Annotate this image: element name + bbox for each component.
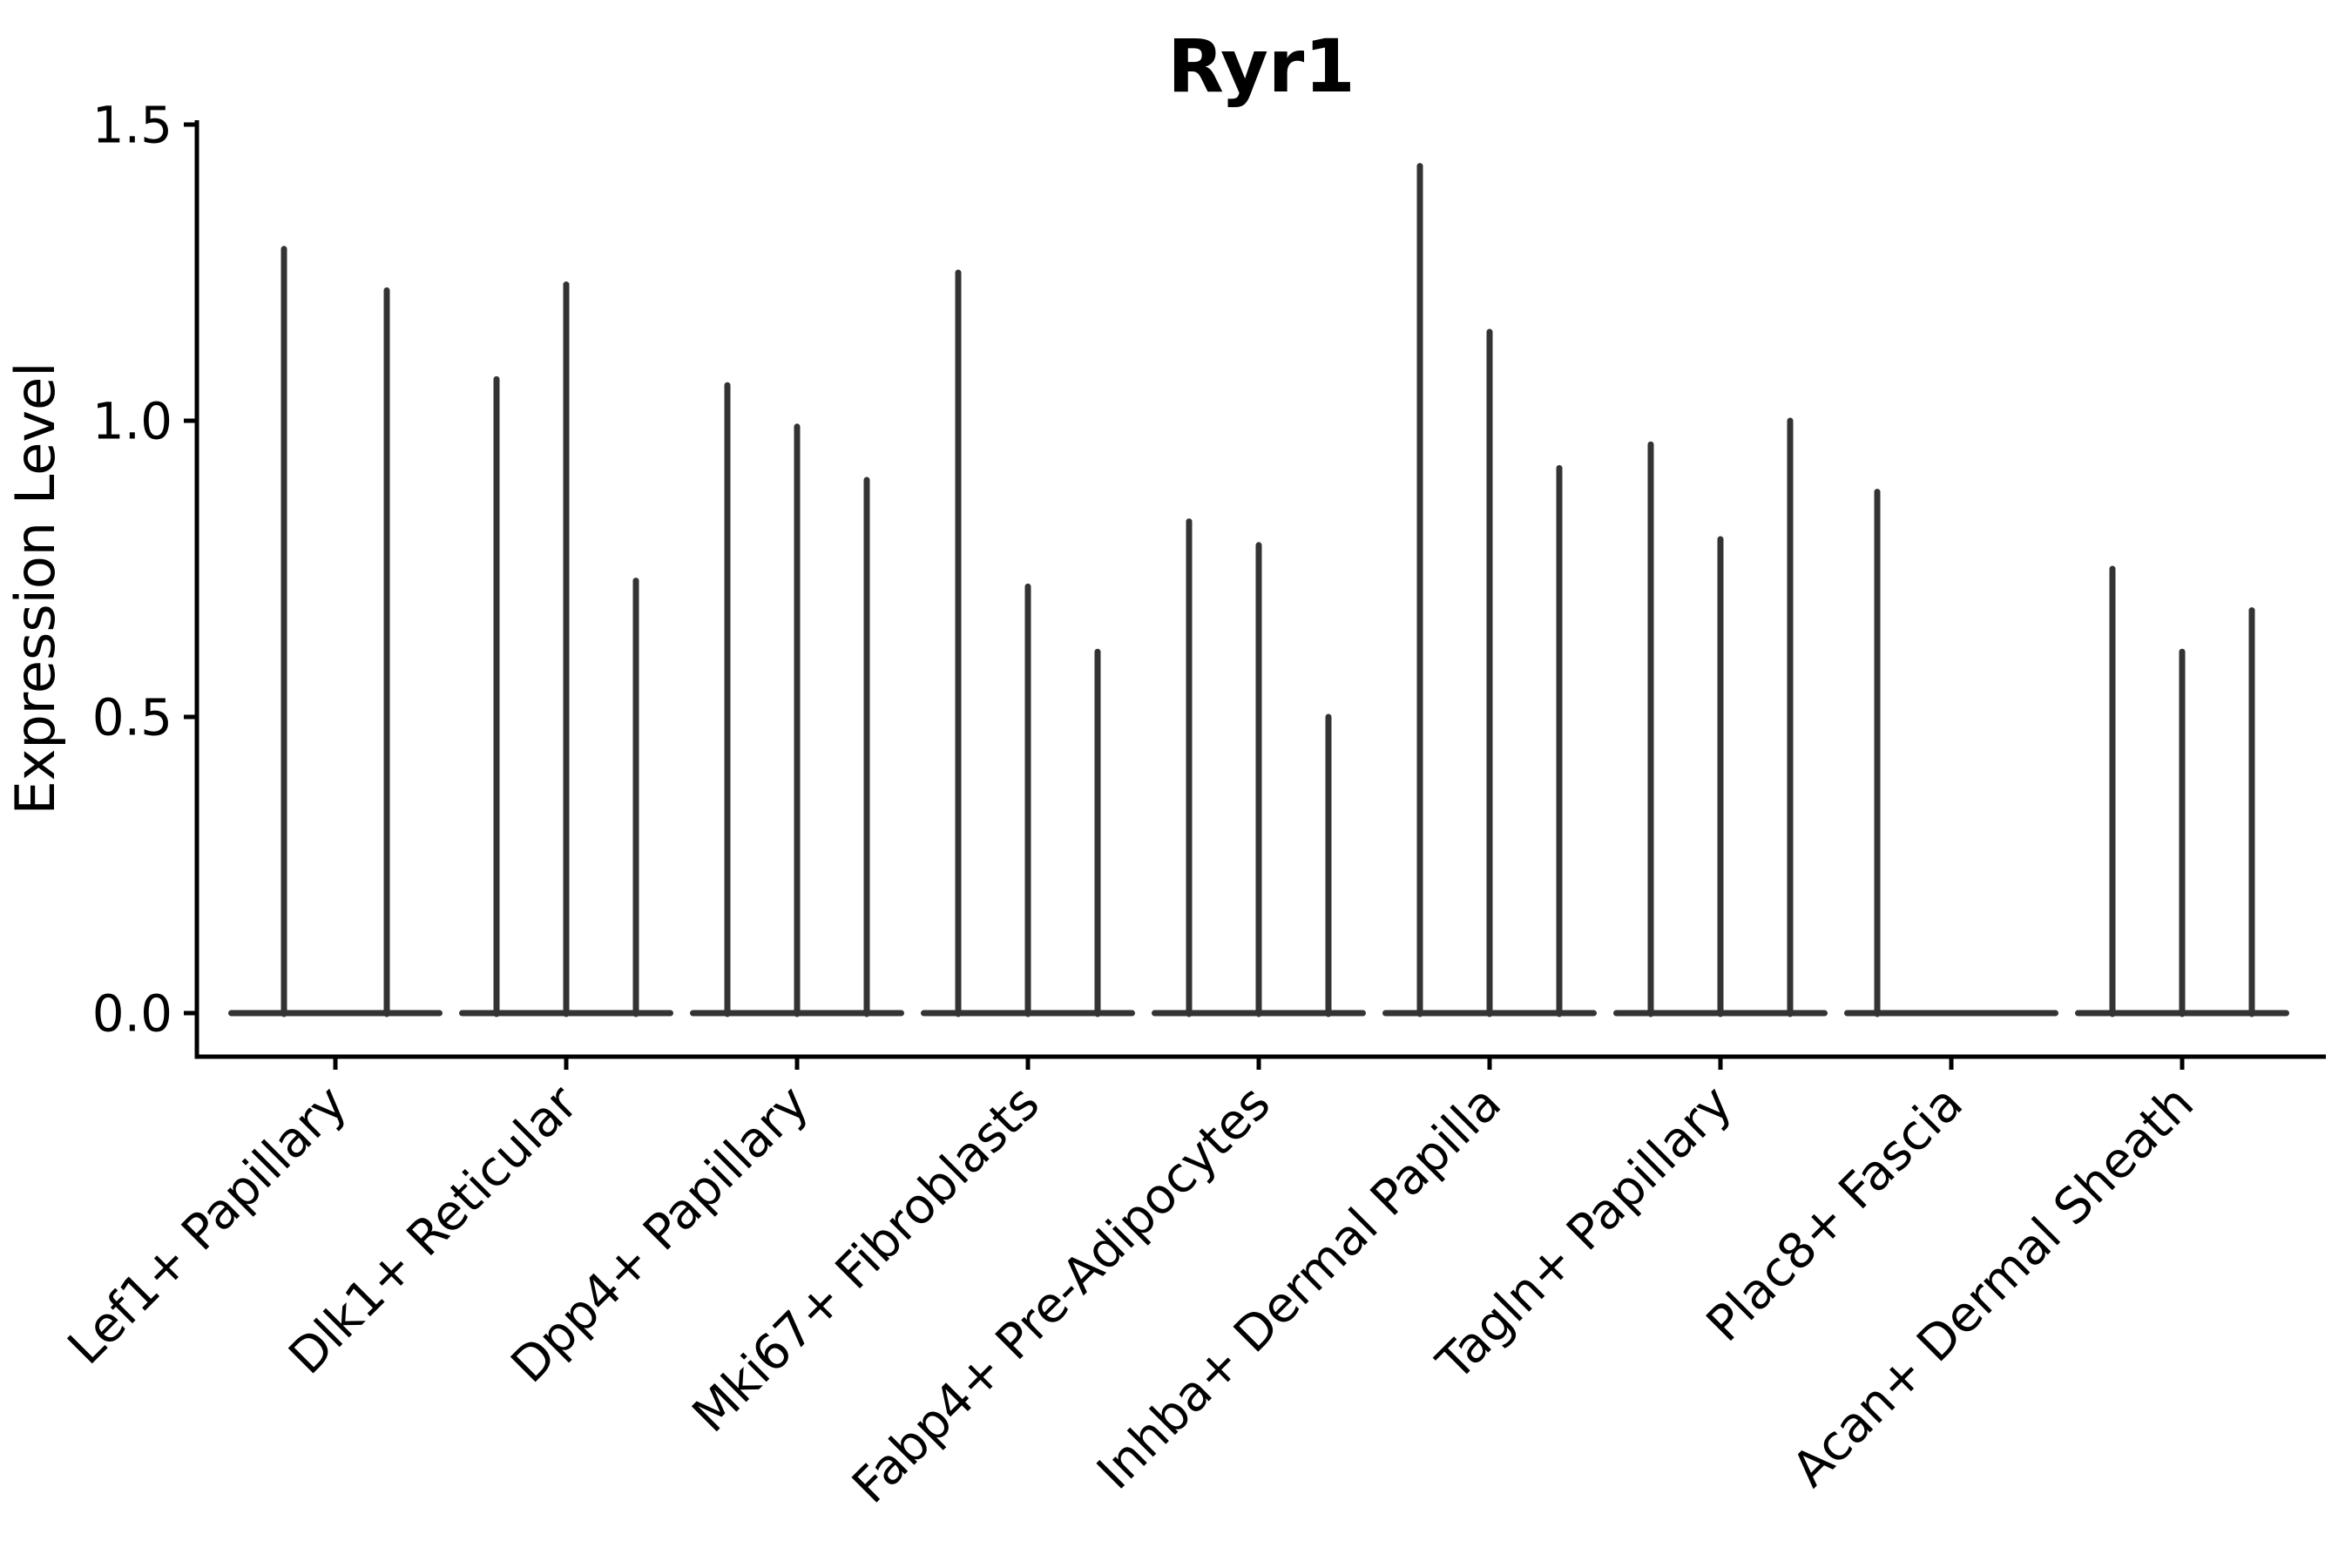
y-tick-label: 1.0 (92, 391, 172, 450)
violin-base (228, 1010, 443, 1017)
chart-title: Ryr1 (1167, 24, 1355, 109)
y-tick-label: 1.5 (92, 95, 172, 154)
y-tick-label: 0.0 (92, 983, 172, 1043)
y-tick-label: 0.5 (92, 687, 172, 747)
violin-base (1844, 1010, 2058, 1017)
y-axis-label: Expression Level (3, 362, 67, 815)
